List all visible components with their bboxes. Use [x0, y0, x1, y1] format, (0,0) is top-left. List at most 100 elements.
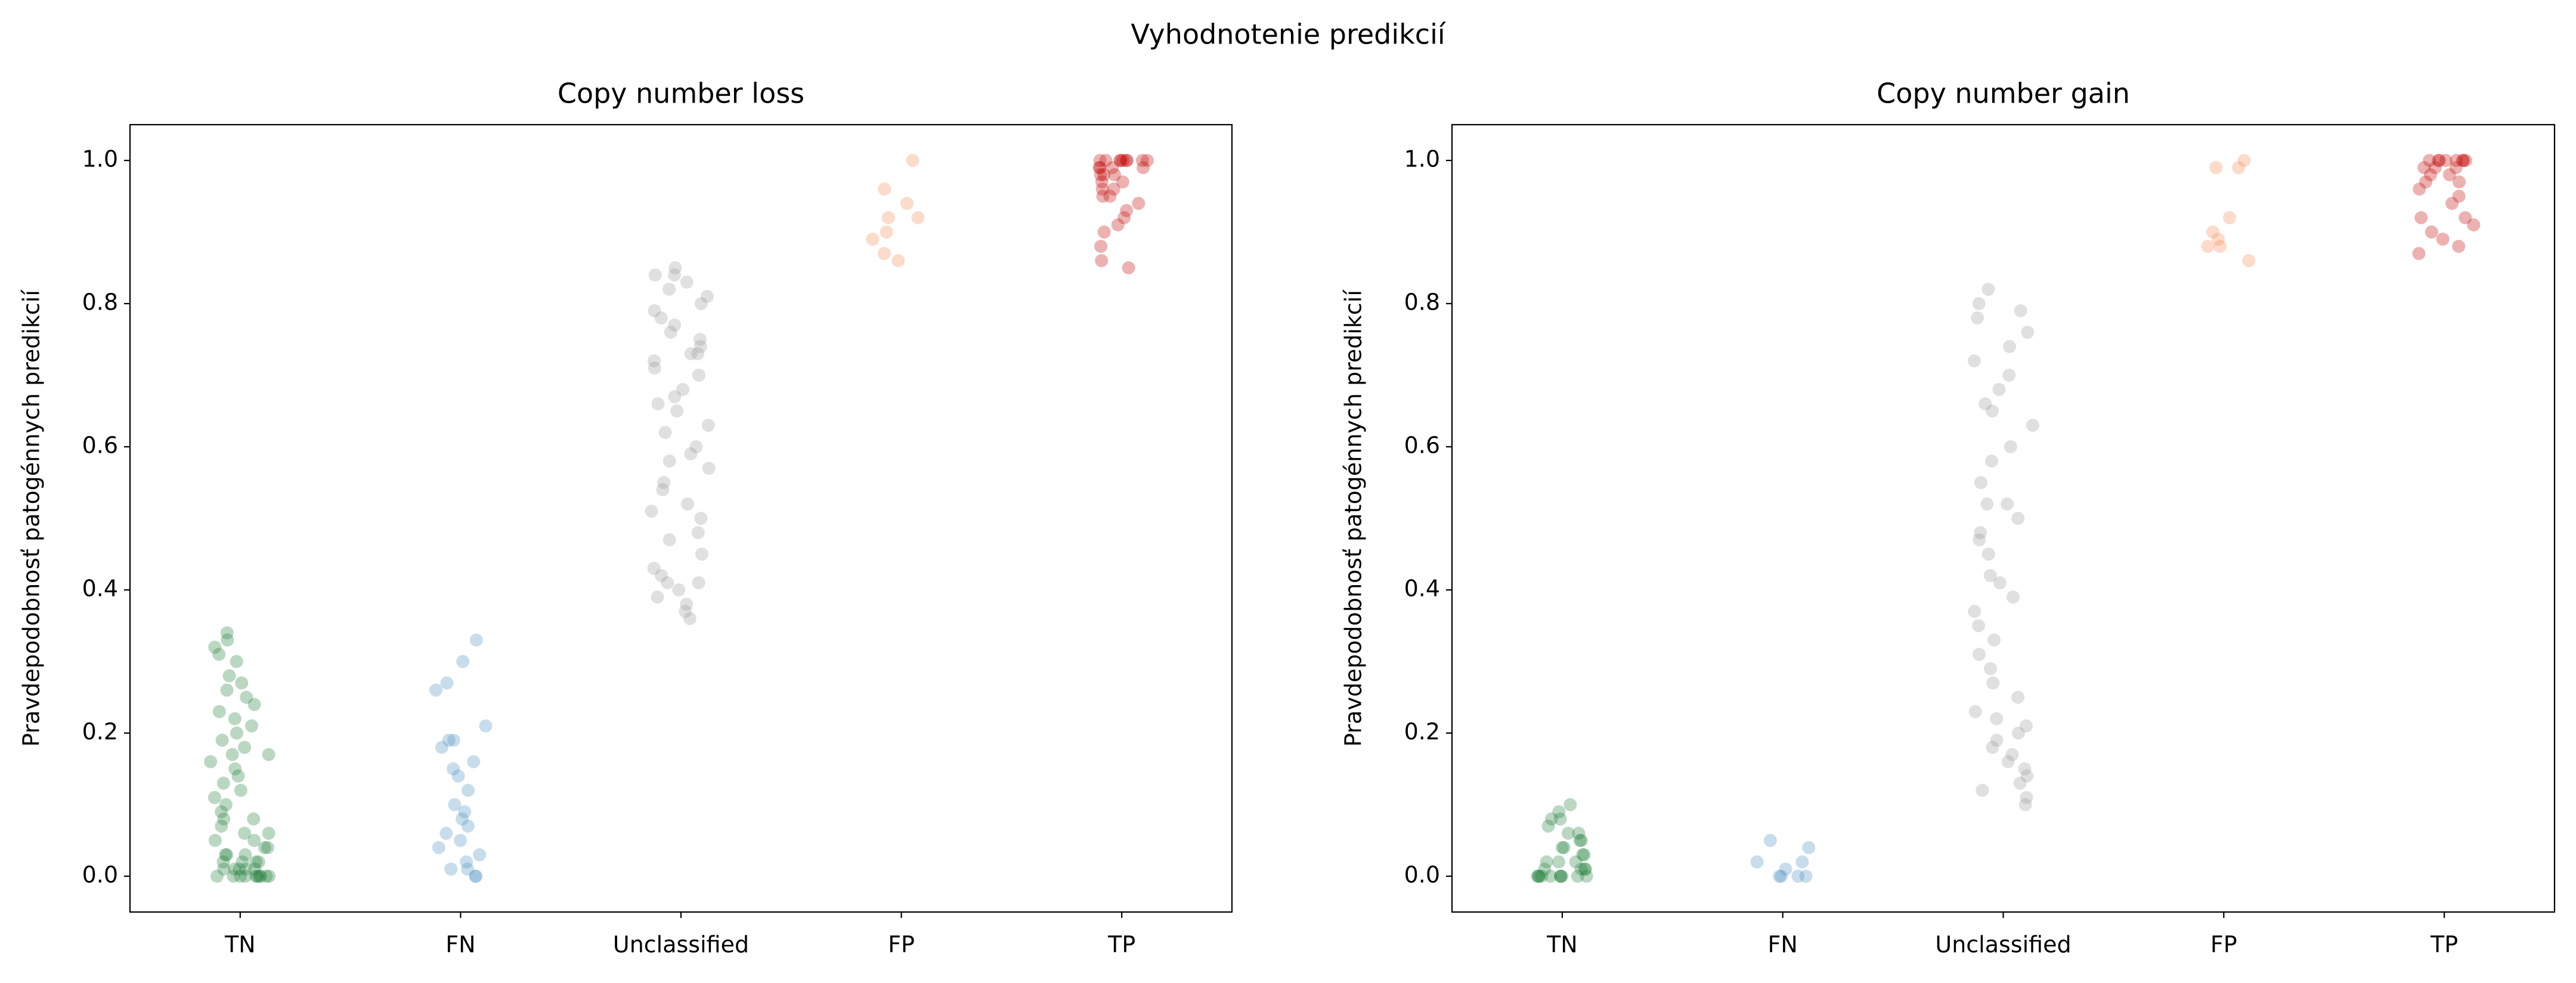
point [2423, 154, 2436, 167]
point [2001, 497, 2014, 511]
point [234, 784, 247, 797]
point [2019, 719, 2033, 732]
point [240, 691, 253, 704]
x-tick-label: Unclassified [613, 932, 749, 958]
point [1106, 161, 1119, 174]
y-tick-label: 0.8 [1404, 289, 1440, 316]
point [881, 211, 895, 224]
point [262, 748, 275, 761]
axes-title: Copy number loss [558, 78, 804, 110]
y-tick-label: 0.4 [1404, 576, 1440, 602]
point [668, 261, 682, 274]
point [1553, 812, 1567, 826]
point [1992, 383, 2006, 396]
point [1779, 863, 1792, 876]
point [1976, 784, 1989, 797]
point [2201, 240, 2215, 253]
point [1531, 870, 1544, 883]
point [651, 397, 665, 410]
point [692, 576, 705, 589]
point [1981, 548, 1995, 561]
point [694, 297, 708, 310]
point [2436, 233, 2450, 246]
point [1987, 633, 2001, 647]
point [234, 870, 247, 883]
point [252, 870, 266, 883]
point [2456, 154, 2470, 167]
point [1967, 354, 1981, 367]
point [648, 304, 661, 317]
point [689, 440, 703, 453]
point [469, 633, 483, 647]
point [230, 655, 243, 668]
point [2006, 591, 2020, 604]
point [1557, 841, 1571, 854]
point [2018, 762, 2032, 775]
point [1569, 855, 1583, 868]
point [2003, 340, 2017, 353]
point [676, 383, 690, 396]
point [216, 855, 230, 868]
point [217, 812, 231, 826]
y-tick-label: 0.2 [1404, 719, 1440, 745]
point [702, 462, 716, 475]
point [1972, 297, 1986, 310]
point [228, 863, 242, 876]
point [1555, 841, 1569, 854]
point [432, 841, 445, 854]
point [2212, 233, 2225, 246]
point [2026, 419, 2039, 432]
point [1580, 870, 1593, 883]
point [1097, 225, 1111, 239]
point [1576, 848, 1590, 861]
point [2419, 175, 2433, 188]
points [204, 154, 1154, 883]
point [262, 870, 276, 883]
point [258, 841, 271, 854]
point [228, 712, 242, 725]
point [1986, 676, 2000, 690]
point [2013, 777, 2027, 790]
point [212, 648, 226, 661]
point [1971, 311, 1984, 324]
point [215, 734, 229, 747]
point [648, 268, 662, 282]
point [2445, 197, 2459, 210]
point [1120, 154, 1134, 167]
y-tick-label: 0.6 [82, 432, 118, 459]
point [1095, 175, 1109, 188]
point [691, 347, 705, 360]
point [473, 848, 487, 861]
point [447, 734, 460, 747]
point [1563, 798, 1577, 811]
point [2449, 161, 2463, 174]
x-tick-label: TN [224, 932, 256, 958]
point [906, 154, 919, 167]
point [1968, 605, 1981, 618]
point [231, 769, 245, 783]
point [444, 863, 458, 876]
point [1132, 197, 1145, 210]
point [1795, 855, 1809, 868]
point [1799, 870, 1813, 883]
point [220, 684, 234, 697]
point [1750, 855, 1764, 868]
point [1980, 497, 1994, 511]
point [244, 719, 258, 732]
point [250, 870, 264, 883]
point [651, 591, 664, 604]
point [877, 247, 891, 260]
point [252, 855, 265, 868]
axes-title: Copy number gain [1877, 78, 2130, 110]
point [215, 805, 228, 818]
y-tick-label: 0.0 [1404, 862, 1440, 888]
point [880, 225, 893, 239]
point [461, 820, 475, 833]
point [1572, 827, 1586, 840]
point [458, 805, 472, 818]
point [247, 812, 261, 826]
point [1974, 476, 1987, 489]
point [1979, 397, 1992, 410]
point [236, 855, 249, 868]
